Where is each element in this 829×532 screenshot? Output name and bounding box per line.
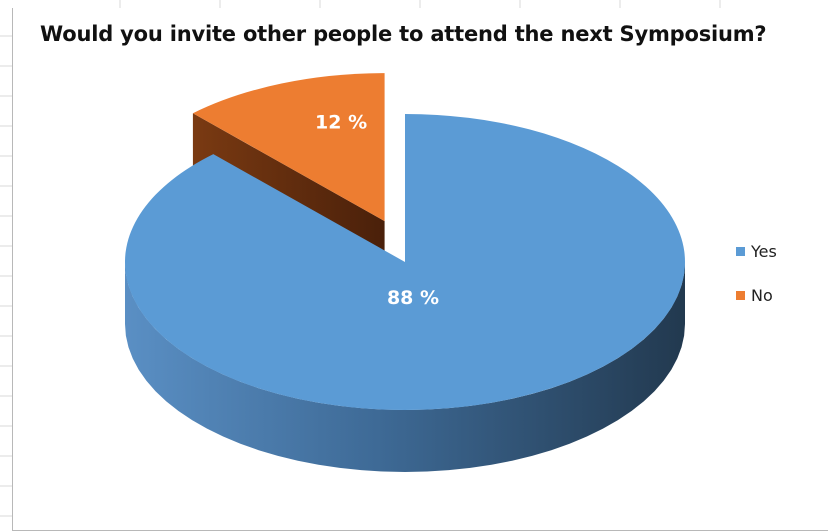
legend-item-no: No [736, 284, 777, 306]
chart-title: Would you invite other people to attend … [40, 22, 767, 46]
data-label-no: 12 % [315, 111, 367, 133]
data-label-yes: 88 % [387, 287, 439, 309]
legend-swatch-yes [736, 246, 745, 256]
legend-label-yes: Yes [751, 241, 777, 261]
slice-no-top [192, 73, 385, 222]
slice-yes [124, 114, 685, 472]
pie-layer: 88 % 12 % [124, 73, 685, 472]
slice-yes-wall [125, 262, 685, 472]
slice-yes-top [124, 114, 685, 411]
legend: Yes No [736, 240, 777, 328]
legend-swatch-no [736, 290, 745, 300]
legend-label-no: No [751, 285, 773, 305]
legend-item-yes: Yes [736, 240, 777, 262]
